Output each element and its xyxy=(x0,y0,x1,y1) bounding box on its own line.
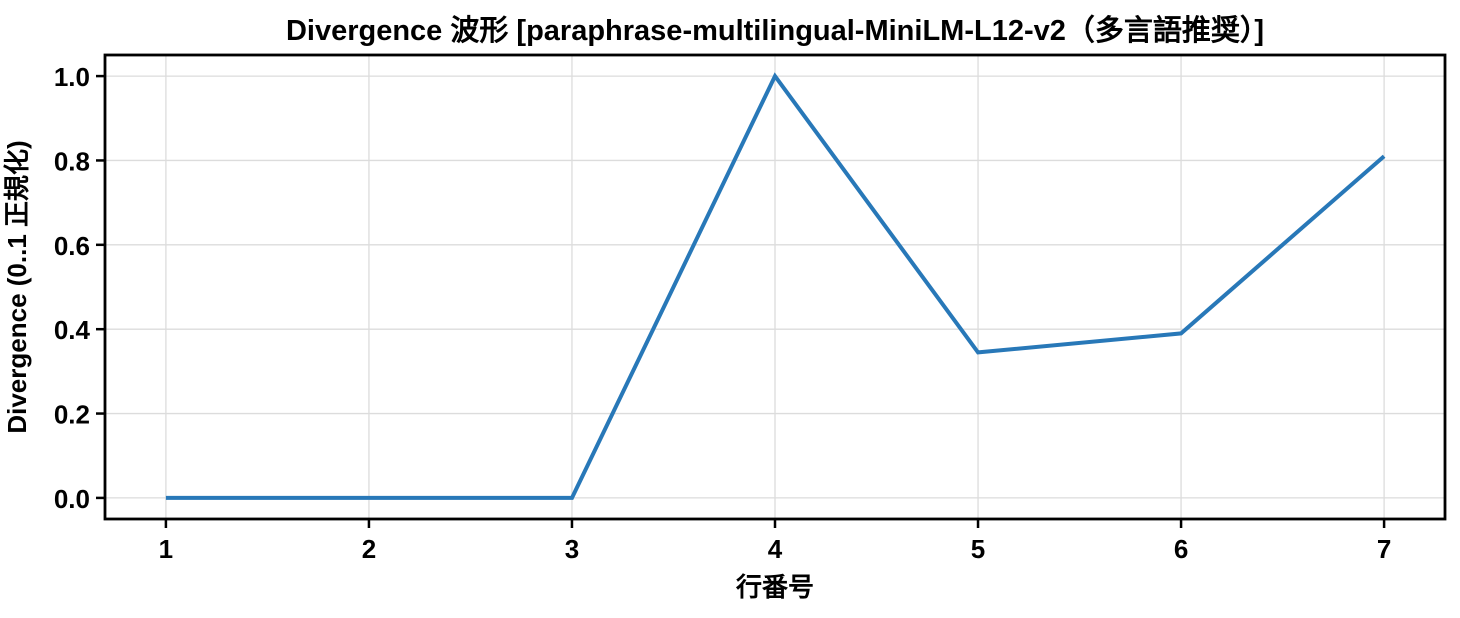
x-tick-label: 1 xyxy=(159,534,173,564)
chart-title: Divergence 波形 [paraphrase-multilingual-M… xyxy=(286,13,1264,47)
y-tick-label: 0.8 xyxy=(54,146,90,176)
y-tick-label: 0.2 xyxy=(54,400,90,430)
y-tick-label: 1.0 xyxy=(54,62,90,92)
x-tick-label: 5 xyxy=(971,534,985,564)
series-line-divergence xyxy=(165,72,1386,500)
x-tick-label: 7 xyxy=(1377,534,1391,564)
tick-layer: 1 2 3 4 5 6 7 0.0 0.2 0.4 0.6 0.8 1.0 xyxy=(54,62,1391,564)
x-tick-label: 2 xyxy=(362,534,376,564)
y-axis-label: Divergence (0..1 正規化) xyxy=(2,140,32,433)
data-layer xyxy=(165,72,1386,500)
y-tick-label: 0.6 xyxy=(54,231,90,261)
x-tick-label: 6 xyxy=(1174,534,1188,564)
grid-layer xyxy=(105,55,1445,519)
x-axis-label: 行番号 xyxy=(735,572,814,602)
x-tick-label: 4 xyxy=(768,534,783,564)
y-tick-label: 0.0 xyxy=(54,484,90,514)
y-tick-label: 0.4 xyxy=(54,315,91,345)
x-tick-label: 3 xyxy=(565,534,579,564)
